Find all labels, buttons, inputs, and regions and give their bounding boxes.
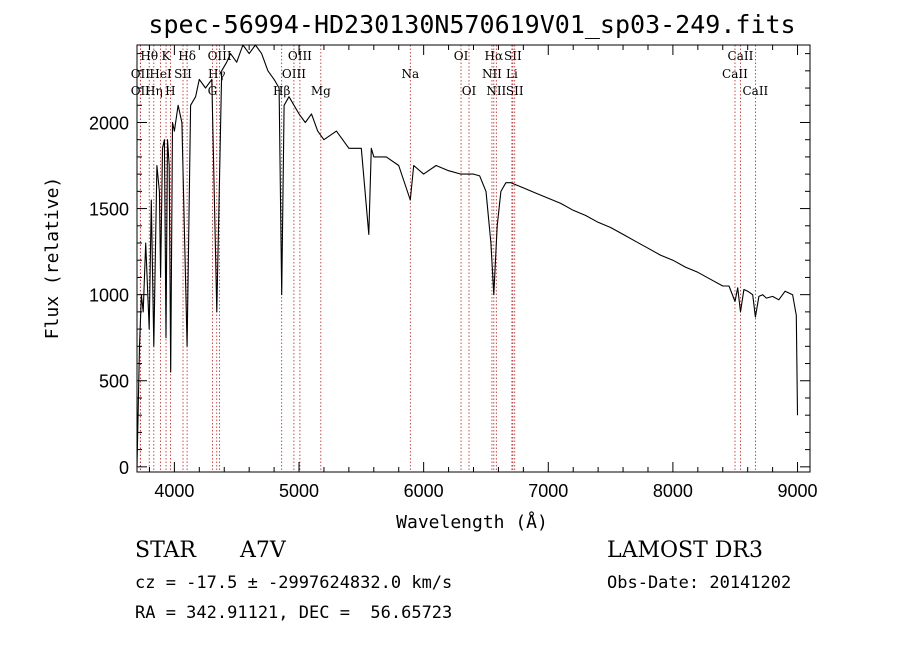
line-marker-label-9: OIII [208, 49, 232, 63]
observation-date: Obs-Date: 20141202 [607, 573, 792, 593]
y-axis: 0 500 1000 1500 2000 [89, 53, 810, 478]
line-marker-label-26: CaII [722, 67, 748, 81]
x-tick-label-5000: 5000 [279, 481, 319, 501]
spectrum-series [136, 44, 799, 467]
line-marker-label-20: NII [482, 67, 502, 81]
x-axis: 4000 5000 6000 7000 8000 9000 [148, 45, 818, 501]
line-marker-label-13: OIII [282, 67, 306, 81]
survey-label: LAMOST DR3 [607, 538, 763, 563]
line-marker-label-14: Hβ [273, 84, 290, 98]
x-tick-label-8000: 8000 [653, 481, 693, 501]
y-tick-label-2000: 2000 [89, 113, 129, 133]
y-tick-label-1000: 1000 [89, 286, 129, 306]
line-marker-label-27: CaII [742, 84, 768, 98]
line-marker-label-6: H [165, 84, 175, 98]
y-tick-label-1500: 1500 [89, 200, 129, 220]
x-tick-label-6000: 6000 [404, 481, 444, 501]
object-class: STAR [135, 538, 196, 563]
line-marker-label-2: OII [131, 84, 151, 98]
chart-title: spec-56994-HD230130N570619V01_sp03-249.f… [148, 10, 795, 39]
line-marker-label-22: SII [504, 49, 522, 63]
object-subclass: A7V [240, 538, 286, 563]
line-marker-label-0: Hθ [140, 49, 158, 63]
line-marker-label-25: CaII [728, 49, 754, 63]
line-marker-label-16: Na [401, 67, 419, 81]
x-tick-label-7000: 7000 [528, 481, 568, 501]
line-marker-label-24: SII [506, 84, 524, 98]
y-axis-label: Flux (relative) [42, 177, 63, 340]
redshift-readout: cz = -17.5 ± -2997624832.0 km/s [135, 573, 453, 593]
y-tick-label-500: 500 [99, 372, 129, 392]
plot-frame [136, 44, 811, 473]
line-marker-label-7: SII [174, 67, 192, 81]
line-marker-label-12: OIII [288, 49, 312, 63]
coordinates-readout: RA = 342.91121, DEC = 56.65723 [135, 603, 453, 623]
x-tick-label-4000: 4000 [154, 481, 194, 501]
line-marker-label-19: Hα [485, 49, 504, 63]
line-marker-label-3: Hη [145, 84, 163, 98]
x-tick-label-9000: 9000 [778, 481, 818, 501]
line-marker-label-17: OI [454, 49, 469, 63]
line-marker-label-15: Mg [311, 84, 331, 98]
x-axis-label: Wavelength (Å) [396, 511, 548, 533]
spectrum-line [136, 44, 799, 467]
line-marker-label-8: Hδ [178, 49, 196, 63]
line-marker-label-23: Li [506, 67, 518, 81]
line-marker-label-5: K [162, 49, 172, 63]
line-marker-label-21: NII [486, 84, 506, 98]
line-marker-label-4: HeI [149, 67, 172, 81]
y-tick-label-0: 0 [119, 458, 129, 478]
line-marker-label-18: OI [462, 84, 477, 98]
